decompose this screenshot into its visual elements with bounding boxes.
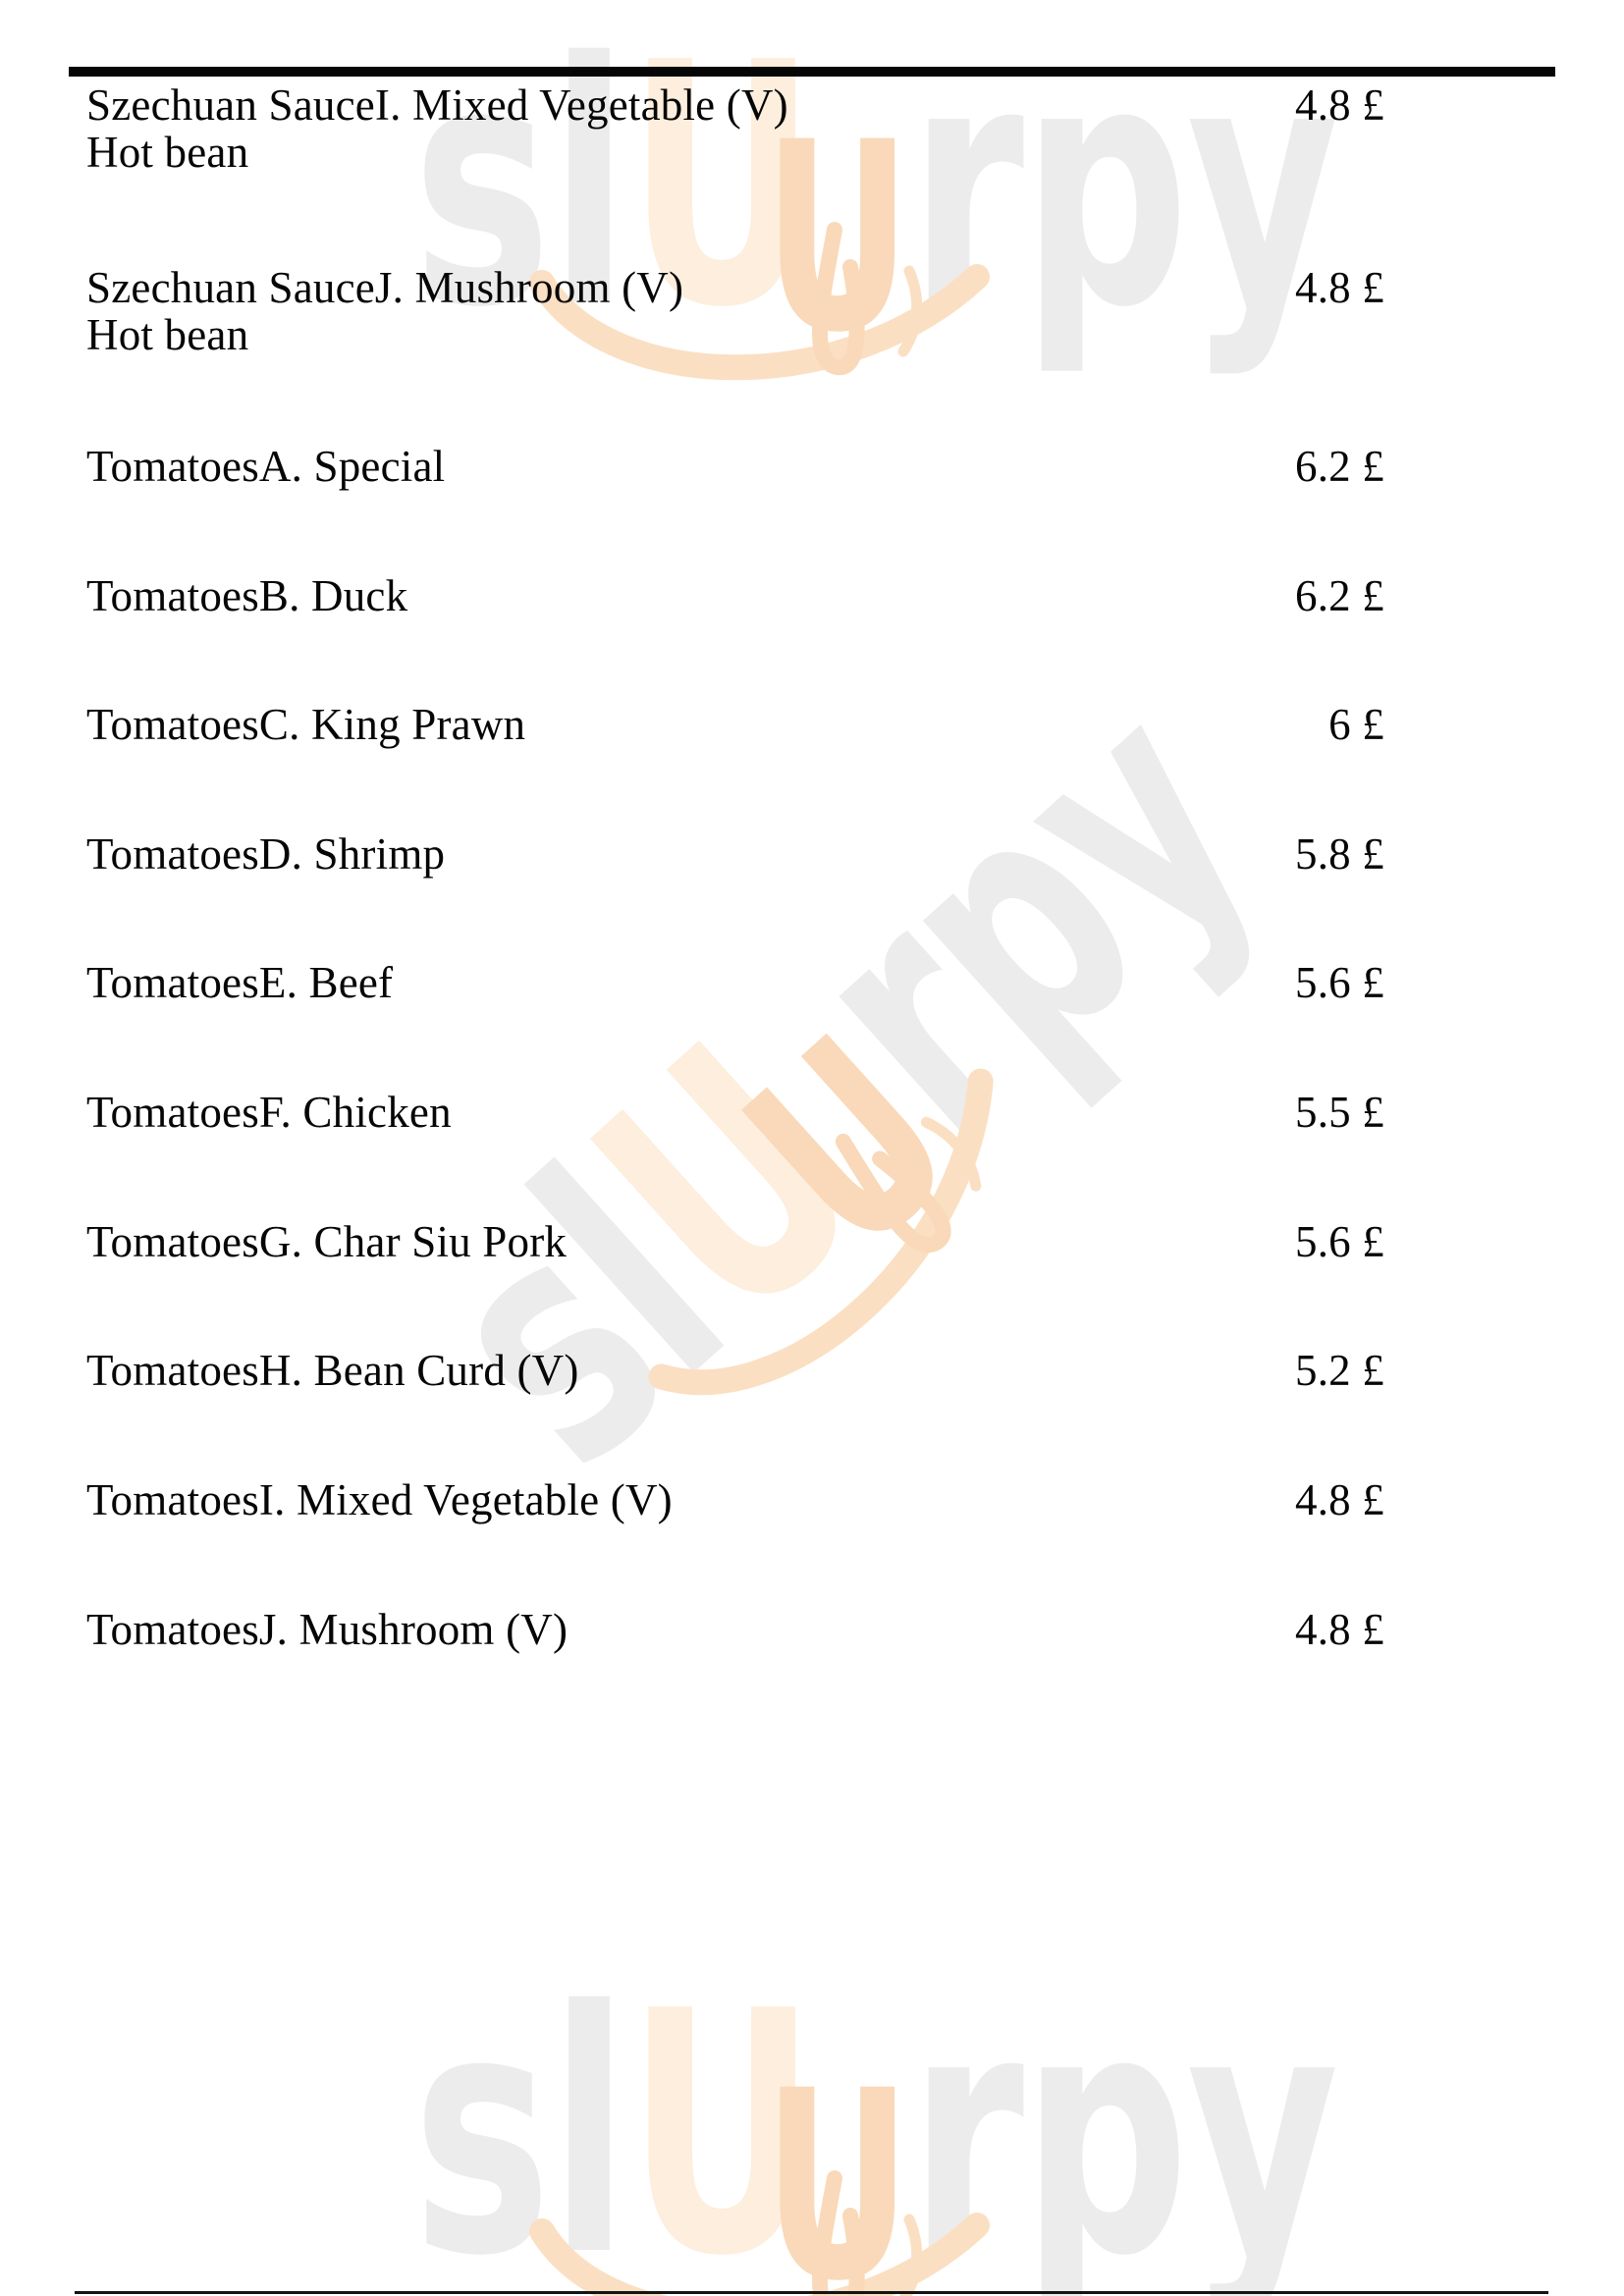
menu-item-price: 6 £ (1328, 700, 1384, 749)
menu-item-price: 5.6 £ (1295, 958, 1384, 1007)
menu-item-subtitle: Hot bean (86, 128, 249, 177)
menu-item-name: TomatoesD. Shrimp (86, 829, 446, 879)
menu-item-row: TomatoesG. Char Siu Pork 5.6 £ (86, 1218, 1384, 1265)
logo-text-sl: sl (370, 1103, 790, 1537)
logo-text-sl: sl (412, 1941, 629, 2296)
menu-item-name: TomatoesG. Char Siu Pork (86, 1217, 568, 1266)
menu-item-name: TomatoesB. Duck (86, 571, 408, 620)
logo-text-rpy: rpy (908, 1941, 1339, 2296)
logo-text-u1: U (626, 1941, 816, 2296)
menu-item-row: Szechuan SauceJ. Mushroom (V) Hot bean 4… (86, 264, 1384, 358)
menu-item-row: TomatoesC. King Prawn 6 £ (86, 701, 1384, 748)
menu-item-name: TomatoesH. Bean Curd (V) (86, 1346, 579, 1395)
menu-item-price: 6.2 £ (1295, 442, 1384, 491)
menu-item-price: 5.2 £ (1295, 1346, 1384, 1395)
menu-item-price: 4.8 £ (1295, 80, 1384, 130)
smile-tongue-icon (529, 2170, 990, 2296)
menu-item-name: Szechuan SauceJ. Mushroom (V) (86, 263, 684, 312)
sluurpy-logo-letters: slUUrpy (412, 1968, 1339, 2296)
menu-item-name: TomatoesI. Mixed Vegetable (V) (86, 1475, 673, 1524)
sluurpy-watermark-bottom: slUUrpy (412, 1968, 1339, 2296)
logo-text-u1: U (529, 978, 930, 1393)
menu-item-price: 4.8 £ (1295, 263, 1384, 312)
menu-item-price: 6.2 £ (1295, 571, 1384, 620)
menu-item-name: TomatoesE. Beef (86, 958, 394, 1007)
menu-item-name: TomatoesC. King Prawn (86, 700, 526, 749)
menu-item-row: TomatoesH. Bean Curd (V) 5.2 £ (86, 1347, 1384, 1394)
menu-item-name: TomatoesA. Special (86, 442, 446, 491)
menu-item-row: TomatoesI. Mixed Vegetable (V) 4.8 £ (86, 1476, 1384, 1523)
menu-item-price: 5.5 £ (1295, 1088, 1384, 1137)
top-rule (69, 67, 1555, 77)
menu-item-row: TomatoesD. Shrimp 5.8 £ (86, 830, 1384, 878)
menu-item-subtitle: Hot bean (86, 310, 249, 359)
menu-item-row: TomatoesF. Chicken 5.5 £ (86, 1089, 1384, 1136)
menu-item-row: TomatoesJ. Mushroom (V) 4.8 £ (86, 1606, 1384, 1653)
menu-item-name: TomatoesF. Chicken (86, 1088, 452, 1137)
menu-item-price: 5.6 £ (1295, 1217, 1384, 1266)
menu-item-row: TomatoesE. Beef 5.6 £ (86, 959, 1384, 1006)
menu-item-row: TomatoesA. Special 6.2 £ (86, 443, 1384, 490)
menu-item-price: 4.8 £ (1295, 1475, 1384, 1524)
menu-item-row: TomatoesB. Duck 6.2 £ (86, 572, 1384, 619)
menu-item-row: Szechuan SauceI. Mixed Vegetable (V) Hot… (86, 81, 1384, 176)
menu-item-name: TomatoesJ. Mushroom (V) (86, 1605, 568, 1654)
logo-text-u2: U (763, 2034, 911, 2296)
menu-item-price: 5.8 £ (1295, 829, 1384, 879)
menu-item-price: 4.8 £ (1295, 1605, 1384, 1654)
bottom-rule (75, 2291, 1548, 2294)
menu-item-name: Szechuan SauceI. Mixed Vegetable (V) (86, 80, 788, 130)
